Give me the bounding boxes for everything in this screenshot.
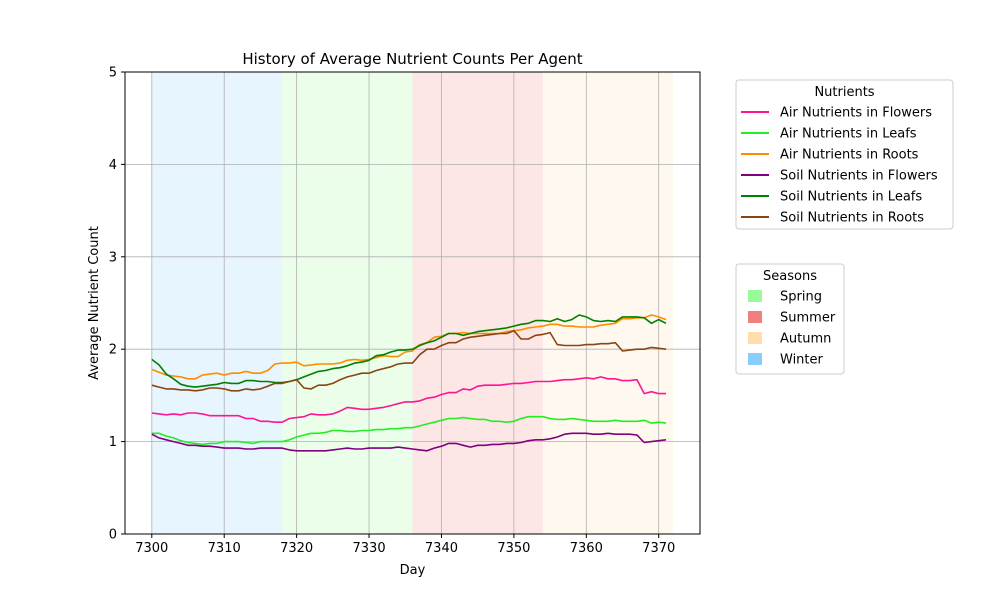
nutrients-legend-title: Nutrients <box>814 85 874 100</box>
legend-entry-label: Soil Nutrients in Roots <box>780 211 924 226</box>
seasons-legend-title: Seasons <box>763 269 817 284</box>
seasons-legend-box <box>735 263 845 375</box>
y-tick-label: 4 <box>109 158 117 173</box>
chart-title: History of Average Nutrient Counts Per A… <box>242 50 582 68</box>
legend-season-swatch <box>748 311 762 323</box>
series-line-soil-nutrients-in-leafs <box>151 314 667 388</box>
x-tick-label: 7330 <box>353 541 386 556</box>
x-tick-label: 7300 <box>135 541 168 556</box>
x-tick-label: 7360 <box>570 541 603 556</box>
series-line-soil-nutrients-in-roots <box>151 329 667 392</box>
y-axis-label: Average Nutrient Count <box>87 226 102 380</box>
legend-season-label: Spring <box>780 290 822 305</box>
season-band-winter <box>151 72 283 534</box>
series-line-air-nutrients-in-flowers <box>151 376 666 424</box>
season-bands <box>151 72 674 534</box>
legend-season-label: Summer <box>780 311 836 326</box>
x-axis-label: Day <box>400 563 426 578</box>
x-tick-label: 7340 <box>425 541 458 556</box>
series-lines <box>151 314 667 452</box>
seasons-legend: Seasons Spring Summer Autumn Winter <box>735 263 845 375</box>
legend-season-swatch <box>748 332 762 344</box>
series-line-soil-nutrients-in-flowers <box>151 432 667 452</box>
y-tick-label: 2 <box>109 343 117 358</box>
y-tick-label: 3 <box>109 250 117 265</box>
season-band-spring <box>282 72 413 534</box>
x-tick-label: 7310 <box>208 541 241 556</box>
series-line-air-nutrients-in-roots <box>151 314 667 380</box>
y-tick-label: 1 <box>109 435 117 450</box>
x-axis-ticks: 7300 7310 7320 7330 7340 7350 7360 7370 <box>135 534 675 556</box>
legend-entry-label: Soil Nutrients in Flowers <box>780 169 938 184</box>
y-axis-ticks: 0 1 2 3 4 5 <box>109 66 125 543</box>
legend-entry-label: Air Nutrients in Flowers <box>780 106 932 121</box>
legend-entry-label: Air Nutrients in Roots <box>780 148 919 163</box>
x-tick-label: 7320 <box>280 541 313 556</box>
legend-season-label: Winter <box>780 353 824 368</box>
plot-frame <box>124 71 701 535</box>
x-tick-label: 7350 <box>497 541 530 556</box>
nutrients-legend: Nutrients Air Nutrients in Flowers Air Nu… <box>735 79 954 230</box>
y-tick-label: 0 <box>109 528 117 543</box>
legend-season-swatch <box>748 353 762 365</box>
y-tick-label: 5 <box>109 66 117 81</box>
season-band-summer <box>412 72 543 534</box>
nutrients-legend-box <box>735 79 954 230</box>
legend-entry-label: Air Nutrients in Leafs <box>780 127 917 142</box>
x-tick-label: 7370 <box>642 541 675 556</box>
series-line-air-nutrients-in-leafs <box>151 415 667 446</box>
legend-season-label: Autumn <box>780 332 831 347</box>
legend-entry-label: Soil Nutrients in Leafs <box>780 190 922 205</box>
season-band-autumn <box>542 72 674 534</box>
legend-season-swatch <box>748 290 762 302</box>
